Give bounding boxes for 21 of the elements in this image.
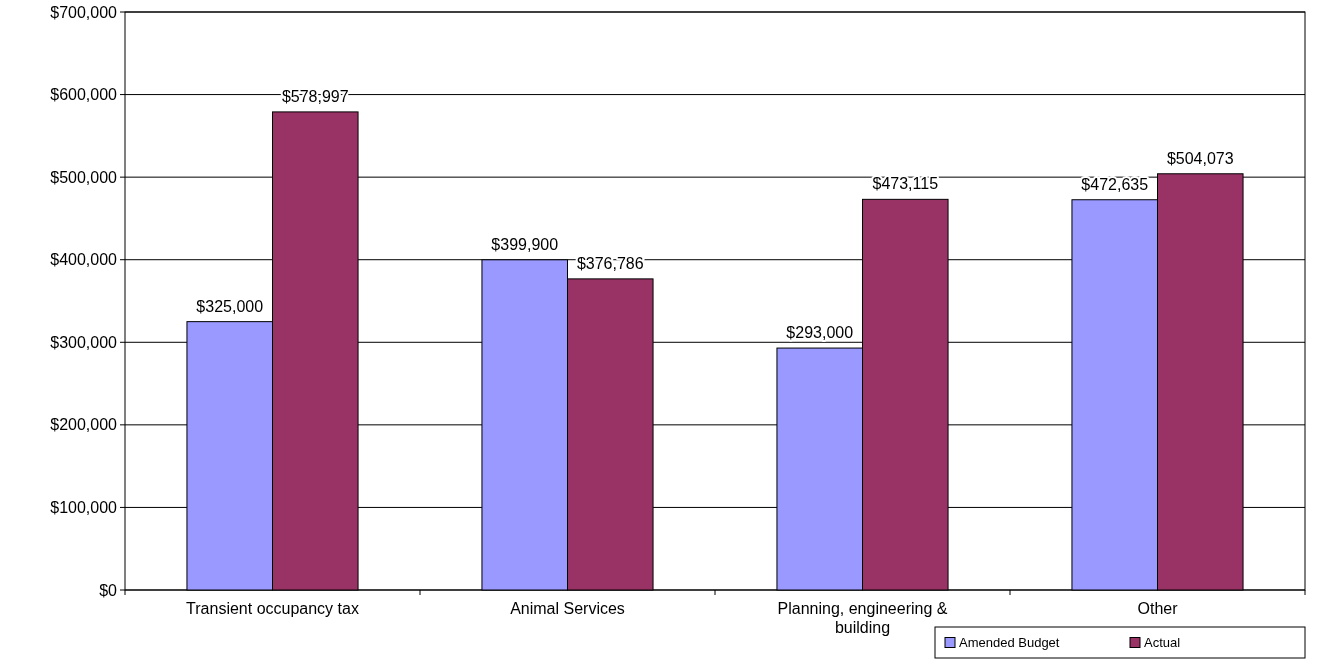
- y-tick-label: $700,000: [50, 3, 118, 21]
- data-label: $504,073: [1166, 149, 1234, 167]
- data-label: $293,000: [786, 324, 854, 342]
- legend-label: Actual: [1144, 635, 1181, 651]
- x-tick-label: Animal Services: [510, 600, 625, 617]
- y-tick-label: $500,000: [50, 168, 118, 186]
- y-tick-label: $100,000: [50, 499, 118, 517]
- data-label: $473,115: [872, 175, 939, 193]
- y-tick-label: $400,000: [50, 251, 118, 269]
- legend-label: Amended Budget: [959, 635, 1060, 651]
- y-tick-label: $600,000: [50, 86, 118, 104]
- x-tick-label: Transient occupancy tax: [186, 600, 359, 617]
- data-label: $472,635: [1081, 175, 1149, 193]
- y-tick-label: $300,000: [50, 333, 118, 351]
- x-tick-label: Planning, engineering & building: [777, 600, 948, 636]
- y-tick-label: $0: [99, 581, 118, 599]
- data-label: $376,786: [576, 254, 644, 272]
- data-label: $399,900: [491, 235, 559, 253]
- y-tick-label: $200,000: [50, 416, 118, 434]
- data-label: $325,000: [196, 297, 264, 315]
- x-tick-label: Other: [1137, 600, 1179, 617]
